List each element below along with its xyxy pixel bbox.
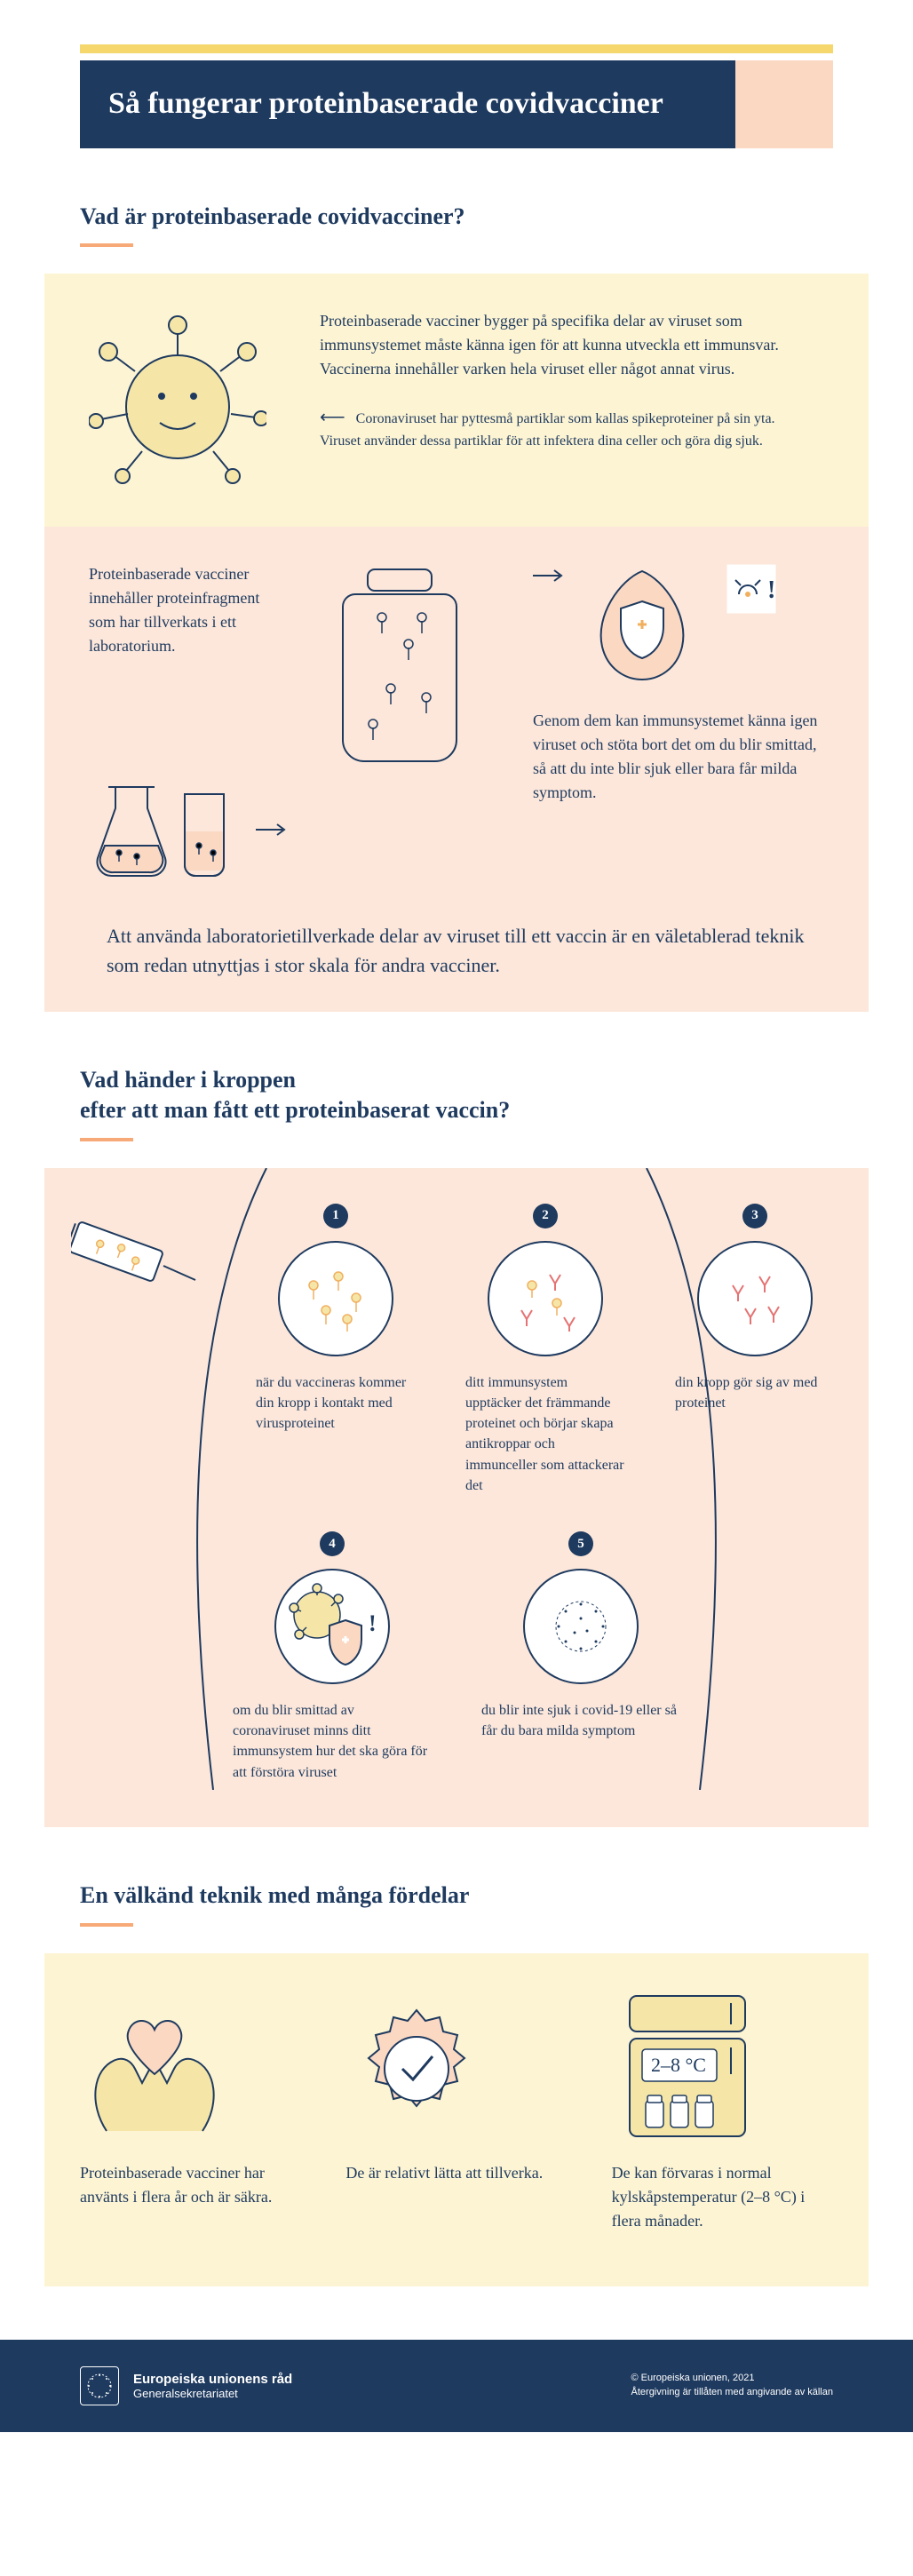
section1-intro: Proteinbaserade vacciner bygger på speci… [320,309,824,381]
step-2: 2 ditt immunsystem upptäc [458,1204,632,1496]
step-1: 1 när du vaccineras kommer din kropp i k… [249,1204,423,1496]
underline [80,1138,133,1141]
section1-yellow-panel: Proteinbaserade vacciner bygger på speci… [44,274,869,527]
step-text: om du blir smittad av coronaviruset minn… [226,1700,439,1783]
alert-icon: ! [725,562,778,620]
page-title: Så fungerar proteinbaserade covidvaccine… [80,60,735,148]
arrow-left-icon: ⟵ [320,404,345,431]
step-4: 4 ! om du bli [226,1531,439,1783]
benefit-2: De är relativt lätta att tillverka. [345,1998,567,2233]
step5-icon [523,1569,639,1684]
step-text: ditt immunsystem upptäcker det främmande… [458,1372,632,1496]
lab-text: Proteinbaserade vacciner innehåller prot… [89,562,284,658]
svg-text:!: ! [369,1610,377,1636]
syringe-icon [71,1204,213,1496]
benefit-text: De är relativt lätta att tillverka. [345,2161,567,2185]
step-5: 5 du blir inte sjuk i c [474,1531,687,1783]
vial-icon [311,562,506,780]
title-block: Så fungerar proteinbaserade covidvaccine… [80,60,833,148]
step3-icon [697,1241,813,1356]
footer-suborg: Generalsekretariatet [133,2387,292,2400]
underline [80,243,133,247]
step1-icon [278,1241,393,1356]
immune-text: Genom dem kan immunsystemet känna igen v… [533,709,824,805]
underline [80,1923,133,1927]
fridge-temp-icon: 2–8 °C [612,1998,833,2140]
section1-heading: Vad är proteinbaserade covidvacciner? [80,202,833,232]
step-text: när du vaccineras kommer din kropp i kon… [249,1372,423,1435]
section3-benefits-panel: Proteinbaserade vacciner har använts i f… [44,1953,869,2286]
step-number: 4 [320,1531,345,1556]
footer-reproduction: Återgivning är tillåten med angivande av… [631,2386,833,2399]
section2-heading: Vad händer i kroppen efter att man fått … [80,1065,833,1125]
footer: Europeiska unionens råd Generalsekretari… [0,2340,913,2432]
section3-heading: En välkänd teknik med många fördelar [80,1880,833,1911]
benefit-1: Proteinbaserade vacciner har använts i f… [80,1998,301,2233]
step-number: 1 [323,1204,348,1228]
footer-org: Europeiska unionens råd [133,2372,292,2387]
shield-drop-icon [584,562,700,691]
arrow-right-icon [533,562,568,589]
virus-icon [89,309,284,491]
benefit-text: De kan förvaras i normal kylskåpstempera… [612,2161,833,2233]
gear-check-icon [345,1998,567,2140]
step-number: 3 [742,1204,767,1228]
step-text: du blir inte sjuk i covid-19 eller så få… [474,1700,687,1741]
section1-spike-text: ⟵ Coronaviruset har pyttesmå partiklar s… [320,404,782,452]
section1-peach-panel: Proteinbaserade vacciner innehåller prot… [44,527,869,1012]
benefit-3: 2–8 °C De kan förvaras i normal kylskåps… [612,1998,833,2233]
section1-conclusion: Att använda laboratorietillverkade delar… [107,921,806,980]
step4-icon: ! [274,1569,390,1684]
title-accent [735,60,833,148]
step-3: 3 din kropp gör sig av med proteinet [668,1204,842,1496]
flasks-icon [89,769,240,889]
benefit-text: Proteinbaserade vacciner har använts i f… [80,2161,301,2209]
eu-logo-icon [80,2366,119,2405]
section2-body-panel: 1 när du vaccineras kommer din kropp i k… [44,1168,869,1827]
hands-heart-icon [80,1998,301,2140]
step-number: 2 [533,1204,558,1228]
step2-icon [488,1241,603,1356]
gold-top-bar [80,44,833,53]
arrow-right-icon [256,816,291,843]
step-number: 5 [568,1531,593,1556]
temp-label: 2–8 °C [651,2054,706,2076]
footer-copyright: © Europeiska unionen, 2021 [631,2372,833,2385]
svg-text:!: ! [767,576,775,604]
step-text: din kropp gör sig av med proteinet [668,1372,842,1413]
